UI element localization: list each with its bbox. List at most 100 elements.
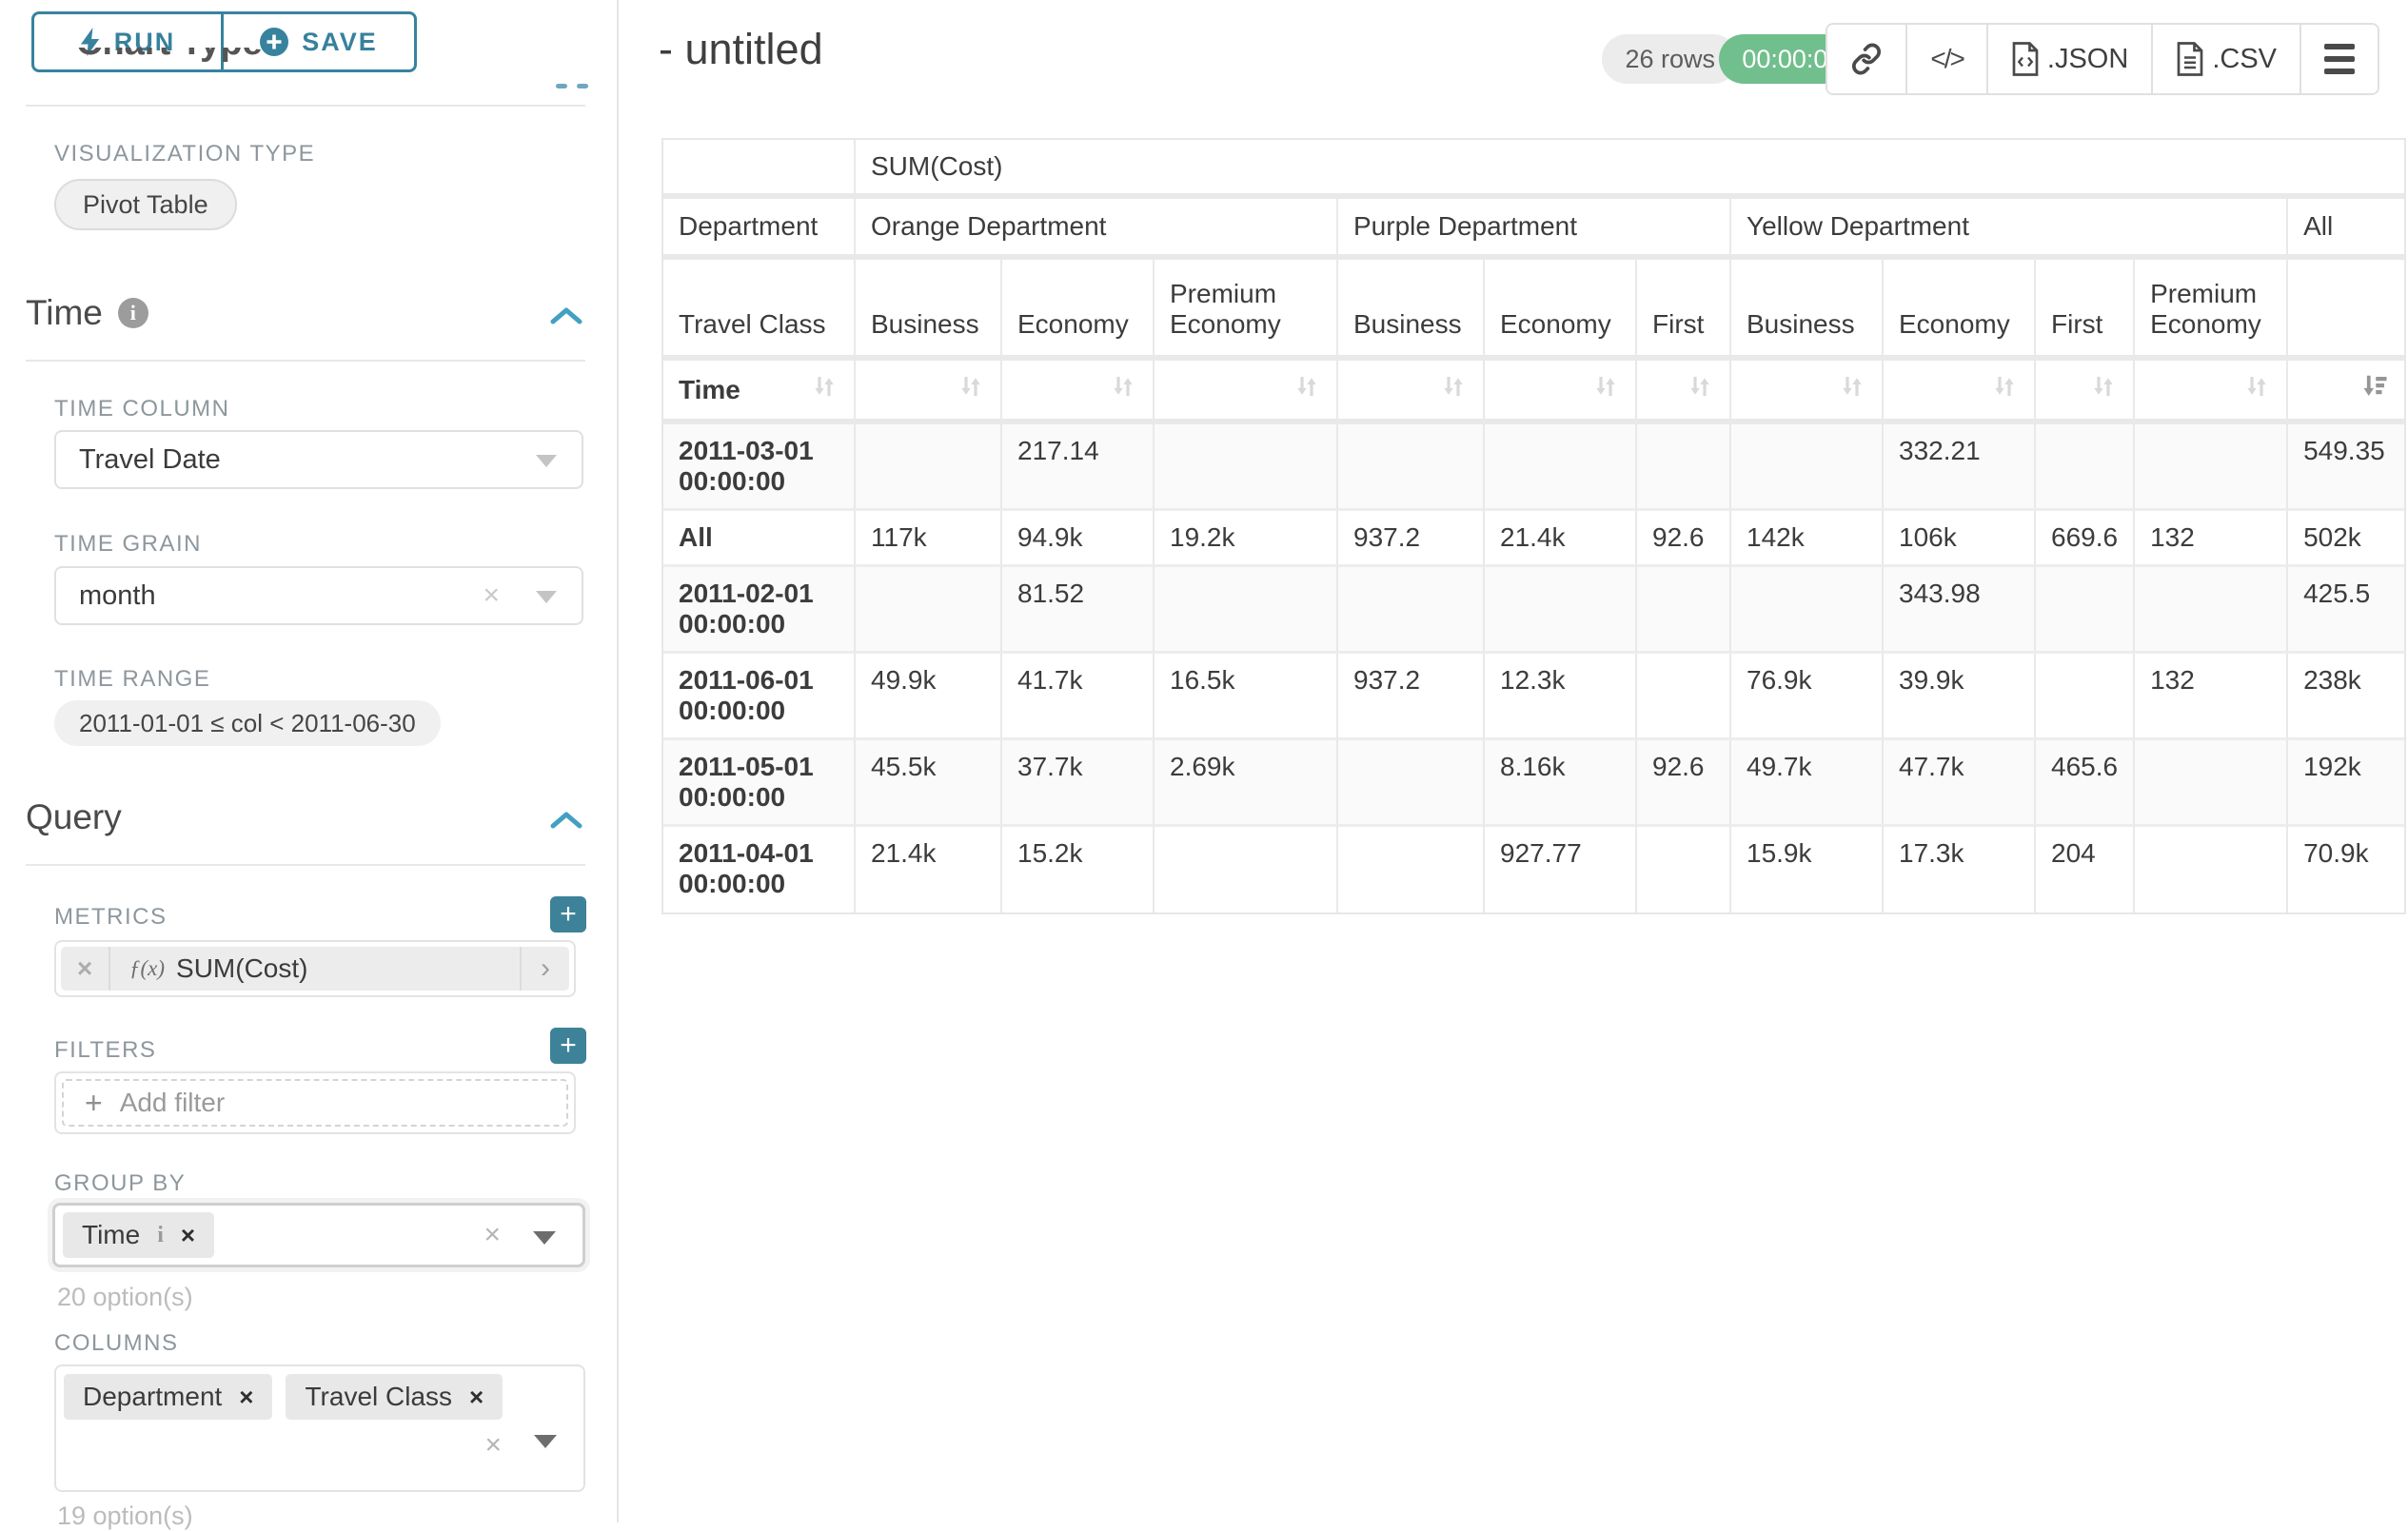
sort-toggle-icon[interactable] — [1686, 372, 1714, 407]
pivot-subcol-header: Premium Economy — [1155, 260, 1338, 361]
pivot-value-cell — [1637, 827, 1731, 913]
pivot-value-cell — [1338, 827, 1485, 913]
time-grain-select[interactable]: month × — [54, 566, 583, 625]
pivot-metric-header: SUM(Cost) — [856, 140, 2405, 199]
menu-button[interactable] — [2301, 25, 2378, 93]
sort-toggle-icon[interactable] — [957, 372, 985, 407]
chevron-down-icon[interactable] — [534, 1435, 557, 1448]
pivot-value-cell — [1155, 424, 1338, 511]
columns-pill[interactable]: Travel Class × — [286, 1374, 503, 1420]
function-icon: ƒ(x) — [129, 956, 166, 980]
pivot-subcol-header: First — [1637, 260, 1731, 361]
divider — [26, 864, 585, 866]
chevron-right-icon[interactable]: › — [520, 947, 569, 991]
time-section-header[interactable]: Time i — [26, 293, 148, 333]
pivot-sort-cell[interactable] — [2036, 361, 2136, 424]
visualization-type-label: VISUALIZATION TYPE — [54, 141, 316, 167]
remove-pill-icon[interactable]: × — [469, 1382, 484, 1411]
pivot-value-cell: 106k — [1884, 511, 2036, 567]
pill-label: Department — [83, 1382, 223, 1411]
sort-toggle-icon[interactable] — [810, 372, 839, 407]
pivot-sort-cell[interactable] — [1637, 361, 1731, 424]
pivot-corner-travel-class: Travel Class — [663, 260, 856, 361]
chevron-up-icon[interactable] — [550, 306, 582, 325]
pivot-value-cell — [1637, 654, 1731, 740]
pivot-row-header: 2011-02-01 00:00:00 — [663, 567, 856, 654]
pivot-sort-cell[interactable] — [2288, 361, 2405, 424]
pivot-table-container: SUM(Cost) Department Orange Department Purp… — [661, 138, 2407, 914]
pivot-value-cell — [2135, 740, 2289, 827]
pivot-data-row: 2011-03-01 00:00:00 217.14 332.21 549.35 — [663, 424, 2405, 511]
clear-icon[interactable]: × — [484, 1219, 501, 1250]
group-by-select[interactable]: Time i × × — [52, 1203, 585, 1267]
sort-toggle-icon[interactable] — [1293, 372, 1321, 407]
add-metric-button[interactable]: + — [550, 896, 586, 932]
save-button[interactable]: SAVE — [221, 11, 417, 72]
pivot-value-cell: 8.16k — [1485, 740, 1637, 827]
group-by-label: GROUP BY — [54, 1170, 187, 1196]
pivot-value-cell: 425.5 — [2288, 567, 2405, 654]
export-csv-button[interactable]: .CSV — [2153, 25, 2301, 93]
sort-toggle-icon[interactable] — [1109, 372, 1137, 407]
sort-descending-active-icon[interactable] — [2360, 372, 2389, 407]
pivot-sort-cell[interactable] — [1338, 361, 1485, 424]
columns-select[interactable]: Department × Travel Class × × — [54, 1364, 585, 1492]
pivot-value-cell: 502k — [2288, 511, 2405, 567]
clear-icon[interactable]: × — [483, 579, 500, 611]
pivot-row-header: 2011-04-01 00:00:00 — [663, 827, 856, 913]
embed-code-button[interactable]: </> — [1907, 25, 1988, 93]
sort-toggle-icon[interactable] — [1990, 372, 2019, 407]
pivot-value-cell — [2135, 567, 2289, 654]
query-section-header[interactable]: Query — [26, 797, 122, 837]
time-range-value-pill[interactable]: 2011-01-01 ≤ col < 2011-06-30 — [54, 700, 441, 746]
chevron-up-icon[interactable] — [550, 811, 582, 830]
sort-toggle-icon[interactable] — [2242, 372, 2271, 407]
sort-toggle-icon[interactable] — [1838, 372, 1866, 407]
pivot-sort-cell[interactable] — [1884, 361, 2036, 424]
pivot-subcol-header: Business — [1338, 260, 1485, 361]
pivot-value-cell — [1338, 424, 1485, 511]
chart-type-section-heading-clipped: Chart Type — [76, 48, 476, 97]
export-json-button[interactable]: .JSON — [1987, 25, 2154, 93]
sort-toggle-icon[interactable] — [1591, 372, 1620, 407]
time-range-label: TIME RANGE — [54, 666, 211, 692]
pivot-sort-cell[interactable] — [1731, 361, 1884, 424]
remove-pill-icon[interactable]: × — [239, 1382, 254, 1411]
pivot-value-cell: 12.3k — [1485, 654, 1637, 740]
chart-title[interactable]: - untitled — [659, 25, 823, 73]
pivot-value-cell: 142k — [1731, 511, 1884, 567]
add-filter-dropzone[interactable]: + Add filter — [62, 1079, 568, 1127]
sort-toggle-icon[interactable] — [1439, 372, 1468, 407]
remove-pill-icon[interactable]: × — [180, 1220, 196, 1249]
pivot-sort-cell[interactable] — [1155, 361, 1338, 424]
remove-metric-icon[interactable]: × — [61, 947, 110, 991]
pivot-value-cell: 217.14 — [1002, 424, 1155, 511]
pivot-sort-cell[interactable] — [856, 361, 1002, 424]
pivot-sort-cell[interactable] — [1485, 361, 1637, 424]
pivot-sort-cell[interactable] — [1002, 361, 1155, 424]
clear-icon[interactable]: × — [484, 1429, 502, 1461]
pill-label: Travel Class — [305, 1382, 453, 1411]
chevron-down-icon — [536, 591, 557, 603]
pivot-sort-cell[interactable] — [2135, 361, 2289, 424]
copy-link-button[interactable] — [1827, 25, 1908, 93]
run-button[interactable]: RUN — [31, 11, 224, 72]
pivot-time-sort-cell[interactable]: Time — [663, 361, 856, 424]
visualization-type-value-pill[interactable]: Pivot Table — [54, 179, 237, 230]
pivot-sort-label: Time — [679, 374, 740, 404]
add-filter-plus-button[interactable]: + — [550, 1028, 586, 1064]
metrics-field: × ƒ(x) SUM(Cost) › — [54, 940, 576, 997]
columns-pill[interactable]: Department × — [64, 1374, 273, 1420]
time-column-select[interactable]: Travel Date — [54, 430, 583, 489]
sort-toggle-icon[interactable] — [2089, 372, 2118, 407]
hamburger-icon — [2324, 44, 2355, 74]
chevron-down-icon[interactable] — [533, 1231, 556, 1245]
pivot-value-cell: 132 — [2135, 654, 2289, 740]
columns-pills: Department × Travel Class × — [64, 1374, 503, 1420]
time-column-value: Travel Date — [79, 443, 221, 475]
pivot-value-cell: 94.9k — [1002, 511, 1155, 567]
pivot-value-cell — [1485, 567, 1637, 654]
pivot-value-cell: 17.3k — [1884, 827, 2036, 913]
metric-pill[interactable]: × ƒ(x) SUM(Cost) › — [61, 947, 569, 991]
group-by-pill[interactable]: Time i × — [63, 1212, 215, 1258]
